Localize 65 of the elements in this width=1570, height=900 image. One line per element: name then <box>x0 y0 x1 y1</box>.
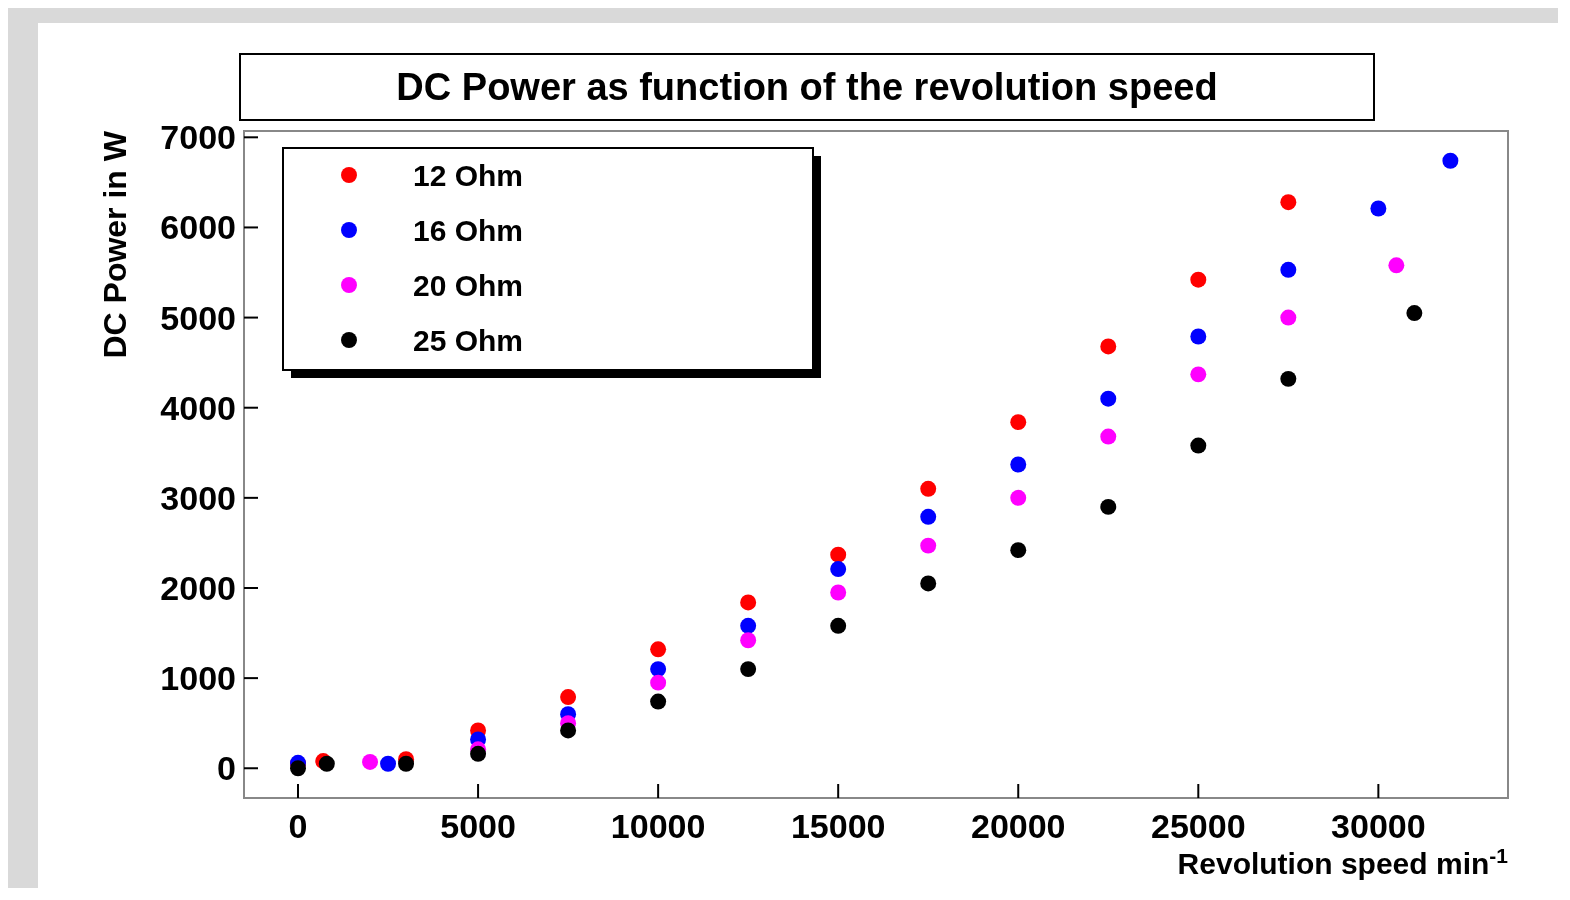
x-tick-label: 0 <box>288 807 308 845</box>
x-tick-label: 20000 <box>970 807 1066 845</box>
legend-label: 16 Ohm <box>413 214 524 247</box>
point <box>830 561 847 578</box>
y-tick-label: 4000 <box>160 388 236 427</box>
y-tick-label: 7000 <box>160 118 236 157</box>
point <box>1280 194 1297 211</box>
point <box>470 745 487 762</box>
point <box>1280 261 1297 278</box>
point <box>1010 456 1027 473</box>
point <box>362 753 379 770</box>
point <box>1190 328 1207 345</box>
point <box>1010 542 1027 559</box>
point <box>1406 305 1423 322</box>
point <box>830 546 847 563</box>
legend-label: 25 Ohm <box>413 324 524 357</box>
legend-label: 20 Ohm <box>413 269 524 302</box>
x-tick-label: 30000 <box>1331 807 1426 845</box>
y-tick-label: 1000 <box>160 659 236 698</box>
x-tick-label: 10000 <box>610 807 706 845</box>
point <box>920 480 937 497</box>
point <box>380 755 397 772</box>
point <box>1280 309 1297 326</box>
point <box>740 632 757 649</box>
legend-label: 12 Ohm <box>413 159 524 192</box>
point <box>560 689 577 706</box>
x-tick-label: 5000 <box>440 807 516 845</box>
point <box>1190 366 1207 383</box>
chart-title: DC Power as function of the revolution speed <box>396 66 1218 108</box>
point <box>1388 257 1405 274</box>
point <box>1100 338 1117 355</box>
point <box>1100 428 1117 445</box>
point <box>920 508 937 525</box>
y-tick-label: 6000 <box>160 208 236 247</box>
point <box>1010 414 1027 431</box>
point <box>560 722 577 739</box>
point <box>740 594 757 611</box>
point <box>650 641 667 658</box>
x-tick-label: 25000 <box>1151 807 1246 845</box>
y-tick-label: 2000 <box>160 568 236 607</box>
x-axis-title: Revolution speed min$^{-1}$ <box>1177 843 1509 880</box>
y-axis-title: DC Power in W <box>97 130 133 359</box>
y-tick-label: 0 <box>217 749 236 788</box>
point <box>740 617 757 634</box>
point <box>1010 489 1027 506</box>
point <box>398 755 415 772</box>
point <box>1100 498 1117 515</box>
point <box>650 661 667 678</box>
point <box>1190 437 1207 454</box>
point <box>650 674 667 691</box>
point <box>920 537 937 554</box>
x-tick-label: 15000 <box>790 807 886 845</box>
point <box>290 760 306 777</box>
point <box>1190 271 1207 288</box>
y-tick-label: 5000 <box>160 298 236 337</box>
point <box>1280 370 1297 387</box>
point <box>740 661 757 678</box>
point <box>830 584 847 601</box>
point <box>650 693 667 710</box>
y-tick-label: 3000 <box>160 478 236 517</box>
point <box>1100 390 1117 407</box>
point <box>1370 200 1387 217</box>
point <box>920 575 937 592</box>
point <box>830 617 847 634</box>
point <box>1442 152 1459 169</box>
